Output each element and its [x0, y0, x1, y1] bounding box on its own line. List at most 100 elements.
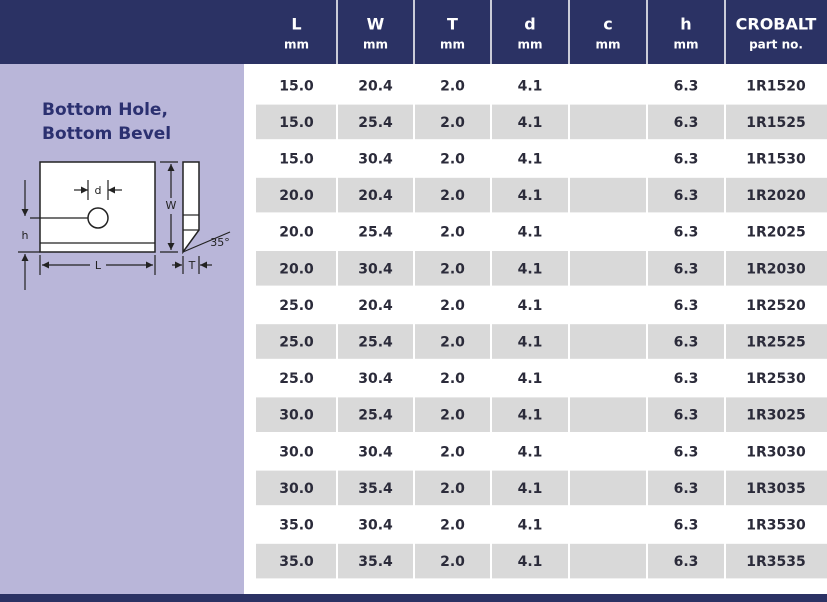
row-shade: [726, 251, 827, 286]
row-shade: [570, 251, 646, 286]
table-cell: 2.0: [440, 518, 465, 534]
table-cell: 1R2530: [746, 371, 806, 387]
row-shade: [492, 251, 568, 286]
column-header: L: [291, 15, 301, 34]
table-cell: 6.3: [674, 261, 699, 277]
table-cell: 4.1: [518, 408, 543, 424]
column-unit: mm: [440, 38, 465, 52]
table-cell: 6.3: [674, 188, 699, 204]
row-shade: [415, 543, 490, 579]
diagram-label: h: [22, 229, 29, 242]
table-cell: 6.3: [674, 481, 699, 497]
row-shade: [338, 177, 413, 213]
row-shade: [338, 324, 413, 359]
row-shade: [570, 397, 646, 432]
table-cell: 4.1: [518, 554, 543, 570]
table-cell: 35.4: [358, 481, 393, 497]
column-header: c: [603, 15, 612, 34]
table-cell: 6.3: [674, 371, 699, 387]
row-shade: [492, 104, 568, 140]
row-shade: [726, 177, 827, 213]
table-cell: 4.1: [518, 115, 543, 131]
table-cell: 4.1: [518, 481, 543, 497]
row-shade: [492, 543, 568, 579]
table-cell: 30.0: [279, 408, 314, 424]
row-shade: [492, 324, 568, 359]
column-header: T: [447, 15, 458, 34]
column-unit: mm: [284, 38, 309, 52]
row-shade: [726, 324, 827, 359]
table-cell: 1R3025: [746, 408, 806, 424]
table-cell: 2.0: [440, 261, 465, 277]
column-header: d: [524, 15, 535, 34]
row-shade: [256, 177, 336, 213]
table-cell: 6.3: [674, 518, 699, 534]
row-shade: [648, 543, 724, 579]
diagram-label: d: [95, 184, 102, 197]
table-cell: 25.4: [358, 115, 393, 131]
table-cell: 30.4: [358, 518, 393, 534]
row-shade: [256, 397, 336, 432]
table-cell: 1R3530: [746, 518, 806, 534]
row-shade: [256, 104, 336, 140]
diagram-label: W: [166, 199, 177, 212]
row-shade: [726, 470, 827, 506]
table-cell: 30.0: [279, 481, 314, 497]
table-cell: 6.3: [674, 408, 699, 424]
table-cell: 2.0: [440, 78, 465, 94]
row-shade: [648, 470, 724, 506]
table-cell: 6.3: [674, 115, 699, 131]
left-panel: [0, 64, 244, 594]
table-cell: 6.3: [674, 225, 699, 241]
table-cell: 4.1: [518, 188, 543, 204]
table-cell: 6.3: [674, 152, 699, 168]
column-unit: mm: [673, 38, 698, 52]
panel-title: Bottom Hole,: [42, 100, 168, 120]
table-cell: 2.0: [440, 298, 465, 314]
table-cell: 6.3: [674, 554, 699, 570]
table-cell: 2.0: [440, 408, 465, 424]
table-cell: 25.4: [358, 335, 393, 351]
table-cell: 2.0: [440, 371, 465, 387]
diagram-label: T: [188, 259, 196, 272]
diagram-label: L: [95, 259, 102, 272]
table-cell: 20.0: [279, 188, 314, 204]
column-header: W: [367, 15, 385, 34]
table-cell: 30.0: [279, 444, 314, 460]
row-shade: [338, 470, 413, 506]
table-cell: 20.4: [358, 78, 393, 94]
row-shade: [338, 543, 413, 579]
row-shade: [570, 470, 646, 506]
table-cell: 4.1: [518, 335, 543, 351]
table-cell: 4.1: [518, 261, 543, 277]
row-shade: [338, 104, 413, 140]
table-cell: 6.3: [674, 335, 699, 351]
footer-band: [0, 594, 827, 602]
row-shade: [492, 177, 568, 213]
table-cell: 4.1: [518, 518, 543, 534]
row-shade: [415, 324, 490, 359]
table-cell: 25.4: [358, 408, 393, 424]
table-cell: 2.0: [440, 152, 465, 168]
table-cell: 1R2030: [746, 261, 806, 277]
row-shade: [648, 104, 724, 140]
row-shade: [415, 104, 490, 140]
table-cell: 30.4: [358, 261, 393, 277]
row-shade: [492, 470, 568, 506]
column-header: CROBALT: [736, 15, 817, 34]
table-cell: 6.3: [674, 444, 699, 460]
table-cell: 35.0: [279, 554, 314, 570]
row-shade: [338, 397, 413, 432]
table-cell: 30.4: [358, 444, 393, 460]
table-cell: 4.1: [518, 298, 543, 314]
table-cell: 2.0: [440, 444, 465, 460]
row-shade: [338, 251, 413, 286]
table-cell: 1R1520: [746, 78, 806, 94]
table-cell: 20.0: [279, 261, 314, 277]
panel-title: Bottom Bevel: [42, 124, 171, 144]
table-cell: 1R1525: [746, 115, 806, 131]
row-shade: [570, 177, 646, 213]
row-shade: [256, 543, 336, 579]
table-cell: 4.1: [518, 225, 543, 241]
